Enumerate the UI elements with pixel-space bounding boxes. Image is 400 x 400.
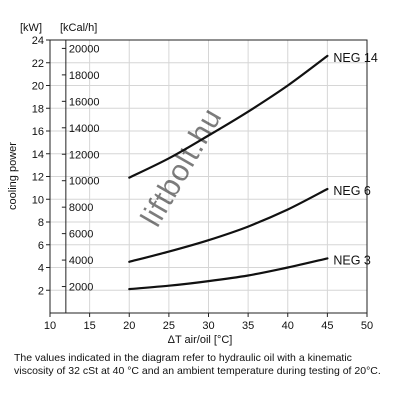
y-tick-label-kw: 12	[32, 172, 44, 184]
y-tick-label-kw: 6	[38, 240, 44, 252]
x-tick-label: 45	[321, 320, 333, 332]
x-tick-label: 30	[202, 320, 214, 332]
series-line	[128, 54, 329, 179]
y-tick-label-kw: 10	[32, 194, 44, 206]
series-label: NEG 3	[333, 253, 371, 267]
y-tick-label-kcal: 14000	[69, 123, 100, 135]
footnote: The values indicated in the diagram refe…	[14, 352, 381, 377]
y-tick-label-kcal: 2000	[69, 282, 93, 294]
unit-kcal-label: [kCal/h]	[60, 22, 97, 34]
series-line	[128, 187, 329, 263]
x-tick-label: 20	[123, 320, 135, 332]
y-tick-label-kcal: 16000	[69, 96, 100, 108]
y-tick-label-kcal: 4000	[69, 255, 93, 267]
series-label: NEG 14	[333, 51, 378, 65]
x-tick-label: 10	[44, 320, 56, 332]
y-tick-label-kcal: 20000	[69, 43, 100, 55]
unit-kw-label: [kW]	[20, 22, 42, 34]
y-tick-label-kw: 20	[32, 81, 44, 93]
x-tick-label: 35	[242, 320, 254, 332]
y-tick-label-kw: 24	[32, 35, 44, 47]
series-label: NEG 6	[333, 184, 371, 198]
y-tick-label-kw: 8	[38, 217, 44, 229]
y-tick-label-kcal: 10000	[69, 176, 100, 188]
x-tick-label: 15	[84, 320, 96, 332]
x-tick-label: 25	[163, 320, 175, 332]
y-tick-label-kcal: 18000	[69, 70, 100, 82]
x-tick-label: 50	[361, 320, 373, 332]
series-line	[128, 257, 329, 291]
y-tick-label-kw: 2	[38, 285, 44, 297]
y-tick-label-kw: 18	[32, 103, 44, 115]
x-axis-title: ΔT air/oil [°C]	[168, 334, 233, 346]
y-tick-label-kcal: 12000	[69, 149, 100, 161]
y-tick-label-kcal: 6000	[69, 229, 93, 241]
y-tick-label-kcal: 8000	[69, 202, 93, 214]
x-tick-label: 40	[282, 320, 294, 332]
y-tick-label-kw: 22	[32, 58, 44, 70]
y-tick-label-kw: 4	[38, 263, 44, 275]
y-tick-label-kw: 14	[32, 149, 44, 161]
y-tick-label-kw: 16	[32, 126, 44, 138]
y-axis-title: cooling power	[7, 142, 19, 210]
